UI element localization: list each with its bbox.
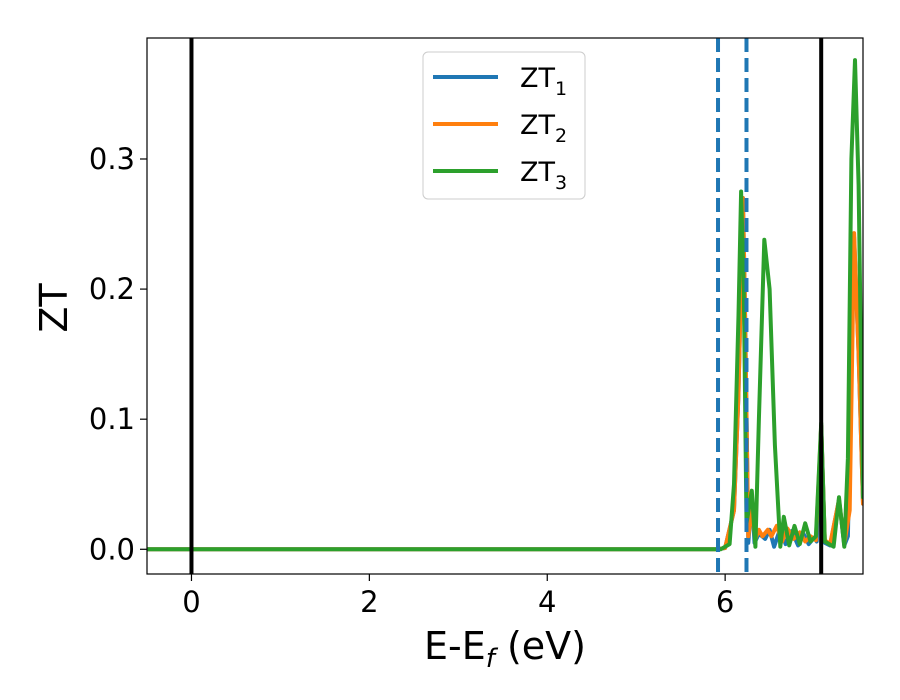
series-layer [147,58,863,552]
y-tick-label: 0.1 [89,402,135,436]
x-tick-label: 2 [360,585,378,619]
y-tick-label: 0.2 [89,272,135,306]
y-tick-label: 0.3 [89,142,135,176]
y-tick-label: 0.0 [89,532,135,566]
legend-label-2: ZT2 [520,110,567,147]
legend-label-main: ZT [520,110,555,141]
legend-label-sub: 1 [555,78,567,100]
legend-label-main: ZT [520,63,555,94]
x-axis-title: E-Ef (eV) [424,624,586,674]
vertical-lines [189,38,824,574]
x-axis-title-main: E-E [424,624,486,668]
x-axis-title-unit: (eV) [495,624,586,668]
x-tick-label: 6 [716,585,734,619]
series-line-3 [147,58,863,552]
legend-label-1: ZT1 [520,63,567,100]
x-axis-ticks: 0 2 4 6 [182,574,734,619]
y-axis-ticks: 0.0 0.1 0.2 0.3 [89,142,147,566]
legend-label-sub: 2 [555,125,567,147]
legend-label-main: ZT [520,157,555,188]
legend-label-sub: 3 [555,172,567,194]
plot-frame [146,37,864,575]
legend-label-3: ZT3 [520,157,567,194]
x-tick-label: 0 [182,585,200,619]
y-axis-title: ZT [32,283,76,333]
legend-box [422,51,586,200]
x-tick-label: 4 [538,585,556,619]
